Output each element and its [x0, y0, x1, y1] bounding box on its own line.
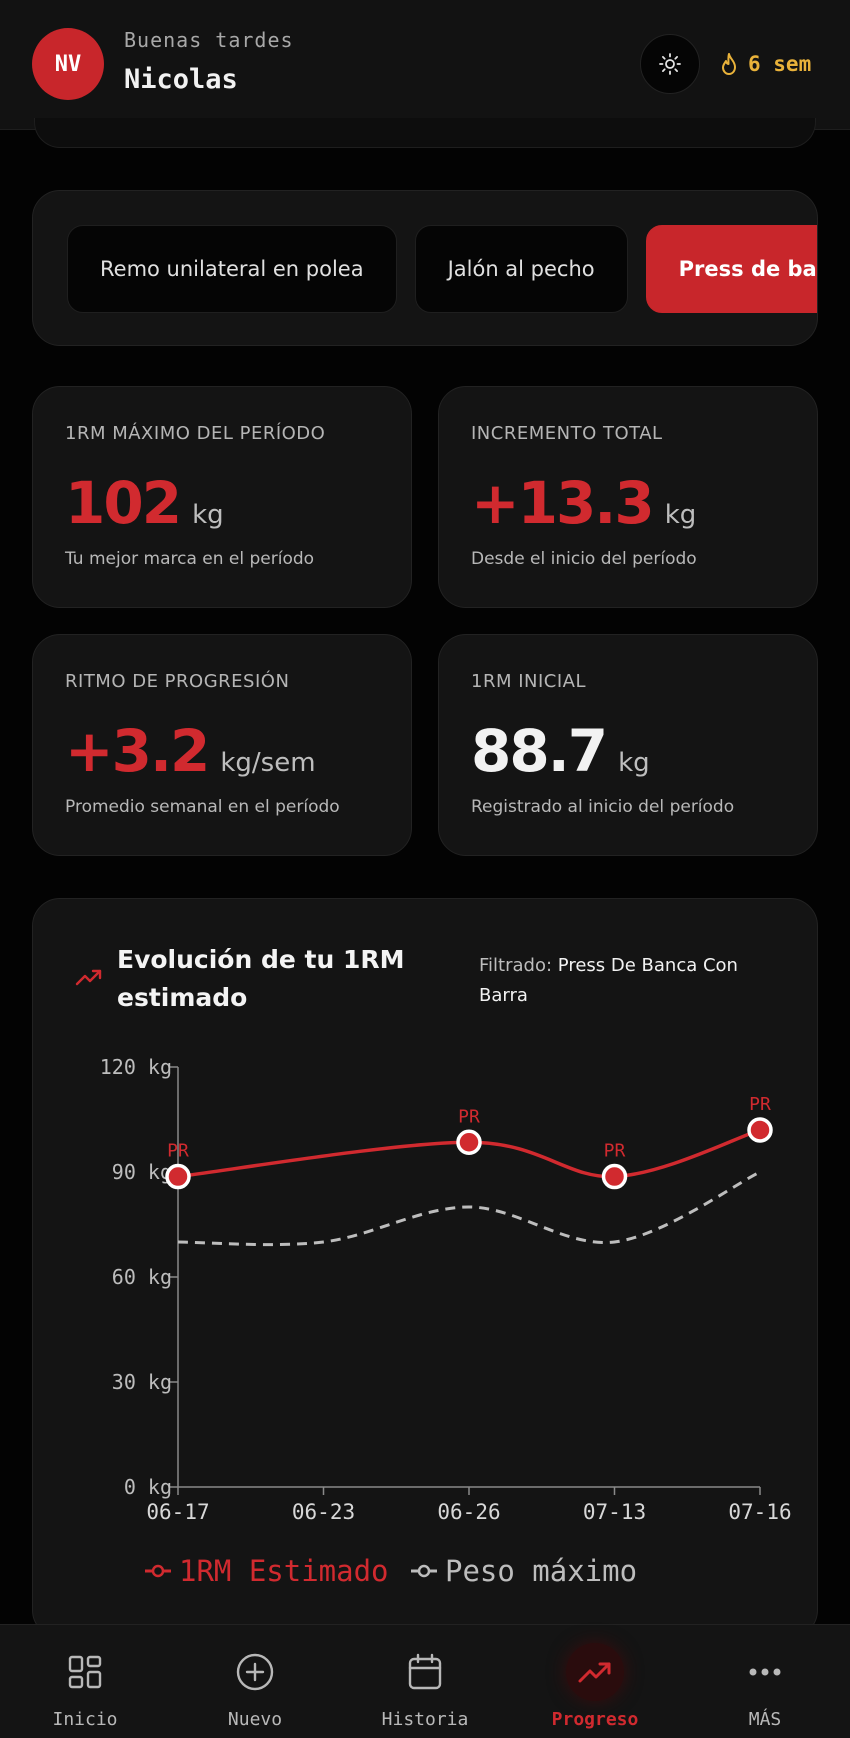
filter-value: Press De Banca Con Barra [479, 955, 738, 1006]
nav-label: Inicio [52, 1709, 118, 1730]
stat-unit: kg [664, 500, 697, 530]
greeting-text: Buenas tardes [124, 28, 294, 52]
grid-icon [68, 1655, 102, 1689]
data-point [165, 1163, 191, 1190]
x-tick-label: 06-23 [292, 1500, 355, 1524]
y-tick-label: 60 kg [112, 1265, 172, 1289]
exercise-chip-remo[interactable]: Remo unilateral en polea [67, 225, 397, 313]
user-name: Nicolas [124, 64, 238, 95]
stat-value: +3.2 [65, 717, 210, 785]
more-dots-icon [749, 1668, 781, 1676]
series-line-peso-máximo [177, 1170, 761, 1247]
chart-filter: Filtrado: Press De Banca Con Barra [479, 951, 779, 1011]
data-point [601, 1163, 628, 1190]
legend-label: Peso máximo [445, 1554, 637, 1588]
collapsed-card-edge [34, 118, 816, 148]
theme-toggle-button[interactable] [640, 34, 700, 94]
nav-label: Nuevo [227, 1709, 283, 1730]
stat-description: Tu mejor marca en el período [65, 549, 315, 569]
flame-icon [722, 53, 736, 75]
nav-label: MÁS [748, 1709, 782, 1730]
stat-label: INCREMENTO TOTAL [471, 423, 663, 444]
nav-item-inicio[interactable]: Inicio [0, 1625, 170, 1738]
nav-item-nuevo[interactable]: Nuevo [170, 1625, 340, 1738]
data-point [456, 1129, 482, 1155]
stat-description: Desde el inicio del período [471, 549, 697, 569]
x-tick-label: 07-16 [728, 1500, 791, 1524]
streak-badge[interactable]: 6 sem [718, 48, 811, 80]
legend-marker [417, 1564, 431, 1578]
stat-description: Registrado al inicio del período [471, 797, 735, 817]
y-tick-label: 0 kg [124, 1475, 172, 1499]
x-tick-label: 06-26 [437, 1500, 500, 1524]
nav-item-historia[interactable]: Historia [340, 1625, 510, 1738]
plus-circle-icon [236, 1653, 274, 1691]
chart-title: Evolución de tu 1RM estimado [117, 945, 405, 1012]
exercise-chip-list[interactable]: Remo unilateral en polea Jalón al pecho … [67, 225, 817, 313]
avatar[interactable]: NV [32, 28, 104, 100]
pr-label: PR [167, 1141, 189, 1162]
nav-label: Progreso [551, 1709, 639, 1730]
stat-card-initial: 1RM INICIAL 88.7 kg Registrado al inicio… [438, 634, 818, 856]
sun-icon [659, 53, 681, 75]
stat-description: Promedio semanal en el período [65, 797, 340, 817]
exercise-chip-jalon[interactable]: Jalón al pecho [414, 225, 628, 313]
pr-label: PR [749, 1094, 771, 1115]
stat-card-max-1rm: 1RM MÁXIMO DEL PERÍODO 102 kg Tu mejor m… [32, 386, 412, 608]
stat-value: 102 [65, 469, 182, 537]
x-tick-label: 07-13 [583, 1500, 646, 1524]
stat-label: RITMO DE PROGRESIÓN [65, 671, 290, 692]
nav-label: Historia [381, 1709, 469, 1730]
stat-card-rate: RITMO DE PROGRESIÓN +3.2 kg/sem Promedio… [32, 634, 412, 856]
legend-label: 1RM Estimado [179, 1554, 389, 1588]
exercise-chip-press-banca[interactable]: Press de banca con barra [645, 225, 817, 313]
line-chart[interactable]: 0 kg 30 kg 60 kg 90 kg 120 kg 06-17 06-23 06-26… [33, 899, 818, 1638]
streak-text: 6 sem [748, 52, 812, 76]
exercise-selector: Remo unilateral en polea Jalón al pecho … [32, 190, 818, 346]
series-line-1rm-estimado [177, 1128, 761, 1179]
stat-label: 1RM INICIAL [471, 671, 587, 692]
nav-item-progreso[interactable]: Progreso [510, 1625, 680, 1738]
stat-unit: kg [618, 748, 650, 778]
x-tick-label: 06-17 [146, 1500, 209, 1524]
calendar-icon [408, 1653, 442, 1690]
stat-value: +13.3 [471, 469, 655, 537]
bottom-nav: Inicio Nuevo Historia Progreso [0, 1624, 850, 1738]
filter-label: Filtrado: [479, 955, 553, 976]
legend-marker [151, 1564, 165, 1578]
nav-item-mas[interactable]: MÁS [680, 1625, 850, 1738]
pr-label: PR [604, 1141, 626, 1162]
stat-value: 88.7 [471, 717, 608, 785]
progress-chart-card: Evolución de tu 1RM estimado Filtrado: P… [32, 898, 818, 1638]
data-point [747, 1117, 773, 1143]
app-header: NV Buenas tardes Nicolas 6 sem [0, 0, 850, 130]
stat-unit: kg/sem [220, 748, 316, 778]
stat-card-increment: INCREMENTO TOTAL +13.3 kg Desde el inici… [438, 386, 818, 608]
trending-up-icon [75, 969, 102, 986]
y-tick-label: 90 kg [112, 1160, 172, 1184]
stat-label: 1RM MÁXIMO DEL PERÍODO [65, 423, 326, 444]
trending-up-icon [578, 1662, 611, 1683]
y-tick-label: 30 kg [112, 1370, 172, 1394]
stat-unit: kg [192, 500, 224, 530]
y-tick-label: 120 kg [100, 1055, 172, 1079]
pr-label: PR [458, 1106, 480, 1127]
